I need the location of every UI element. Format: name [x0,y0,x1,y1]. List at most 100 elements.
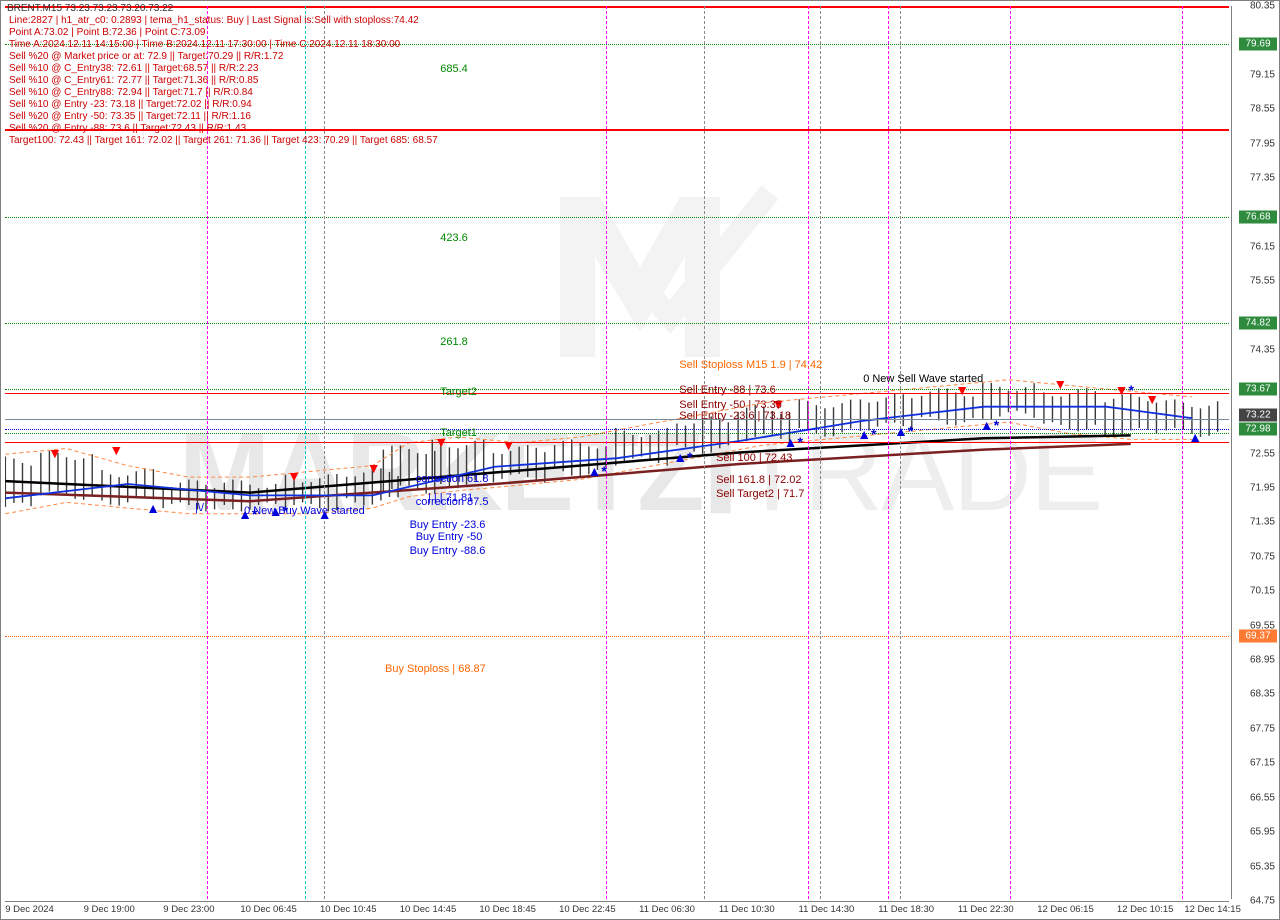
buy-arrow-icon: ▲* [980,417,999,433]
y-tick: 77.95 [1250,138,1275,149]
info-line: Sell %10 @ Entry -23: 73.18 || Target:72… [9,99,438,111]
chart-annotation: 685.4 [440,63,468,75]
y-tick: 80.35 [1250,1,1275,12]
sell-arrow-icon: ▼ [1145,391,1159,407]
vertical-line [808,6,809,899]
x-tick: 9 Dec 2024 [5,904,54,915]
y-tick: 68.35 [1250,689,1275,700]
y-tick: 71.35 [1250,517,1275,528]
y-tick: 65.95 [1250,827,1275,838]
chart-title: BRENT.M15 73.23.73.23.73.20.73.22 [7,3,173,14]
chart-annotation: Buy Entry -23.6 [410,519,486,531]
info-line: Target100: 72.43 || Target 161: 72.02 ||… [9,135,438,147]
chart-annotation: Buy Entry -88.6 [410,545,486,557]
chart-annotation: Buy Stoploss | 68.87 [385,663,486,675]
x-tick: 10 Dec 22:45 [559,904,616,915]
y-tick: 66.55 [1250,792,1275,803]
horizontal-line [5,389,1229,390]
horizontal-line [5,442,1229,443]
info-line: Line:2827 | h1_atr_c0: 0.2893 | tema_h1_… [9,15,438,27]
info-line: Sell %10 @ C_Entry88: 72.94 || Target:71… [9,87,438,99]
sell-arrow-icon: ▼ [48,445,62,461]
y-tick: 70.15 [1250,586,1275,597]
y-tick: 68.95 [1250,655,1275,666]
vertical-line [900,6,901,899]
chart-annotation: Sell Stoploss M15 1.9 | 74.42 [679,359,822,371]
y-tick: 72.55 [1250,448,1275,459]
vertical-line [1182,6,1183,899]
buy-arrow-icon: ▲* [587,463,606,479]
info-line: Sell %20 @ Entry -88: 73.6 || Target:72.… [9,123,438,135]
chart-annotation: 423.6 [440,232,468,244]
buy-arrow-icon: ▲ [146,500,160,516]
x-tick: 9 Dec 23:00 [163,904,214,915]
chart-annotation: Sell 100 | 72.43 [716,452,792,464]
y-tick: 64.75 [1250,896,1275,907]
chart-annotation: correction 61.8 [416,473,489,485]
price-badge: 69.37 [1239,629,1277,642]
y-tick: 75.55 [1250,276,1275,287]
horizontal-line [5,217,1229,218]
x-tick: 12 Dec 14:15 [1184,904,1241,915]
vertical-line [1010,6,1011,899]
y-tick: 77.35 [1250,173,1275,184]
price-badge: 72.98 [1239,422,1277,435]
y-tick: 71.95 [1250,482,1275,493]
chart-annotation: Sell Target2 | 71.7 [716,488,804,500]
chart-annotation: Target1 [440,427,477,439]
price-badge: 73.22 [1239,409,1277,422]
chart-annotation: correction 87.5 [416,496,489,508]
info-line: Time A:2024.12.11 14:15:00 | Time B:2024… [9,39,438,51]
y-tick: 76.15 [1250,241,1275,252]
y-tick: 65.35 [1250,861,1275,872]
chart-annotation: Sell Entry -23.6 | 73.18 [679,410,791,422]
info-line: Sell %10 @ C_Entry38: 72.61 || Target:68… [9,63,438,75]
price-badge: 74.82 [1239,317,1277,330]
info-line: Sell %20 @ Entry -50: 73.35 || Target:72… [9,111,438,123]
price-badge: 76.68 [1239,210,1277,223]
buy-arrow-icon: ▲ [1188,429,1202,445]
x-tick: 11 Dec 22:30 [958,904,1014,915]
chart-annotation: Sell 161.8 | 72.02 [716,474,801,486]
y-axis: 80.3579.1578.5577.9577.3576.1575.5574.35… [1231,6,1279,899]
chart-annotation: Buy Entry -50 [416,531,483,543]
x-tick: 11 Dec 06:30 [639,904,695,915]
price-badge: 73.67 [1239,383,1277,396]
y-tick: 67.15 [1250,758,1275,769]
x-tick: 11 Dec 18:30 [878,904,934,915]
horizontal-line [5,6,1229,8]
sell-arrow-icon: ▼* [1115,382,1134,398]
chart-annotation: 261.8 [440,336,468,348]
vertical-line [888,6,889,899]
vertical-line [606,6,607,899]
chart-annotation: 0 New Sell Wave started [863,373,983,385]
horizontal-line [5,323,1229,324]
x-axis: 9 Dec 20249 Dec 19:009 Dec 23:0010 Dec 0… [5,901,1229,919]
chart-annotation: Target2 [440,386,477,398]
sell-arrow-icon: ▼ [367,460,381,476]
sell-arrow-icon: ▼ [502,437,516,453]
vertical-line [820,6,821,899]
vertical-line [704,6,705,899]
x-tick: 11 Dec 14:30 [799,904,855,915]
y-tick: 78.55 [1250,104,1275,115]
y-tick: 74.35 [1250,345,1275,356]
buy-arrow-icon: ▲* [673,449,692,465]
x-tick: 9 Dec 19:00 [84,904,135,915]
buy-arrow-icon: ▲* [784,434,803,450]
x-tick: 10 Dec 18:45 [479,904,536,915]
price-badge: 79.69 [1239,37,1277,50]
chart-annotation: |\/ [195,502,204,514]
horizontal-line [5,636,1229,637]
info-panel: Line:2827 | h1_atr_c0: 0.2893 | tema_h1_… [9,15,438,147]
x-tick: 11 Dec 10:30 [719,904,775,915]
x-tick: 12 Dec 06:15 [1037,904,1094,915]
x-tick: 10 Dec 14:45 [400,904,457,915]
sell-arrow-icon: ▼ [287,468,301,484]
horizontal-line [5,429,1229,430]
y-tick: 79.15 [1250,69,1275,80]
info-line: Point A:73.02 | Point B:72.36 | Point C:… [9,27,438,39]
sell-arrow-icon: ▼ [109,442,123,458]
buy-arrow-icon: ▲* [894,423,913,439]
buy-arrow-icon: ▲* [857,426,876,442]
